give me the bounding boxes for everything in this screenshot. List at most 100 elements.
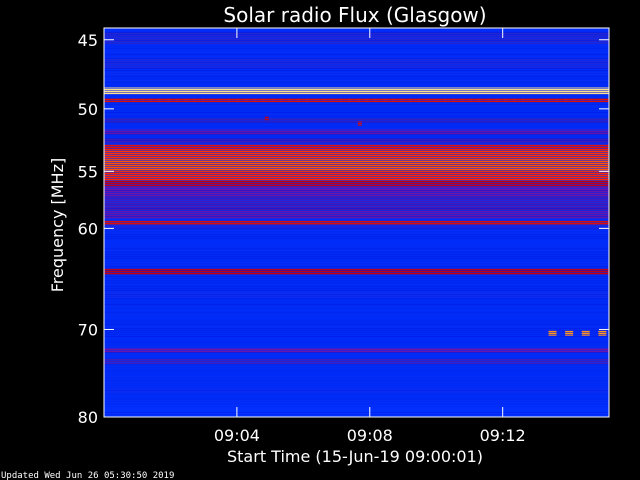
texture-line [104,146,609,147]
texture-line [104,220,609,221]
texture-line [104,138,609,139]
texture-line [104,272,609,273]
texture-line [104,410,609,411]
texture-line [104,256,609,257]
texture-line [104,150,609,151]
texture-line [104,228,609,229]
texture-line [104,338,609,339]
texture-line [104,376,609,377]
texture-line [104,306,609,307]
y-axis: 45 50 55 60 70 80 [78,31,609,427]
texture-layer [104,28,609,417]
plot-frame [103,27,610,418]
texture-line [104,62,609,63]
x-tick-label: 09:12 [480,426,526,445]
texture-line [104,72,609,73]
frequency-band [104,268,609,275]
texture-line [104,258,609,259]
texture-line [104,386,609,387]
texture-line [104,286,609,287]
texture-line [104,280,609,281]
texture-line [104,406,609,407]
x-axis: 09:04 09:08 09:12 [214,28,526,445]
texture-line [104,294,609,295]
texture-line [104,98,609,99]
texture-line [104,236,609,237]
texture-line [104,36,609,37]
x-tick-label: 09:08 [347,426,393,445]
texture-line [104,120,609,121]
texture-line [104,168,609,169]
spectrogram-plot-area [104,28,609,417]
texture-line [104,368,609,369]
texture-line [104,134,609,135]
texture-line [104,292,609,293]
texture-line [104,344,609,345]
texture-line [104,160,609,161]
texture-line [104,218,609,219]
texture-line [104,366,609,367]
texture-line [104,234,609,235]
texture-line [104,52,609,53]
texture-line [104,132,609,133]
texture-line [104,100,609,101]
texture-line [104,154,609,155]
texture-line [104,70,609,71]
texture-line [104,398,609,399]
texture-line [104,260,609,261]
frequency-band [104,358,609,365]
texture-line [104,110,609,111]
texture-line [104,290,609,291]
texture-line [104,46,609,47]
texture-line [104,252,609,253]
texture-line [104,390,609,391]
texture-line [104,384,609,385]
texture-line [104,316,609,317]
texture-line [104,372,609,373]
texture-line [104,202,609,203]
texture-line [104,250,609,251]
texture-line [104,170,609,171]
texture-line [104,378,609,379]
texture-line [104,404,609,405]
texture-line [104,90,609,91]
texture-line [104,178,609,179]
texture-line [104,274,609,275]
texture-line [104,394,609,395]
texture-line [104,284,609,285]
texture-line [104,106,609,107]
texture-line [104,192,609,193]
texture-line [104,174,609,175]
texture-line [104,282,609,283]
burst-marker [581,330,590,336]
frequency-band [104,387,609,392]
texture-line [104,122,609,123]
texture-line [104,266,609,267]
texture-line [104,340,609,341]
texture-line [104,66,609,67]
texture-line [104,216,609,217]
texture-line [104,76,609,77]
texture-line [104,298,609,299]
texture-line [104,268,609,269]
texture-line [104,182,609,183]
texture-line [104,388,609,389]
texture-line [104,206,609,207]
texture-line [104,374,609,375]
texture-line [104,40,609,41]
burst-marker [598,330,607,336]
texture-line [104,208,609,209]
texture-line [104,130,609,131]
texture-line [104,330,609,331]
texture-line [104,34,609,35]
texture-line [104,360,609,361]
y-tick-label: 55 [78,162,98,181]
texture-line [104,180,609,181]
texture-line [104,270,609,271]
texture-line [104,136,609,137]
texture-line [104,222,609,223]
texture-line [104,32,609,33]
texture-line [104,312,609,313]
texture-line [104,190,609,191]
